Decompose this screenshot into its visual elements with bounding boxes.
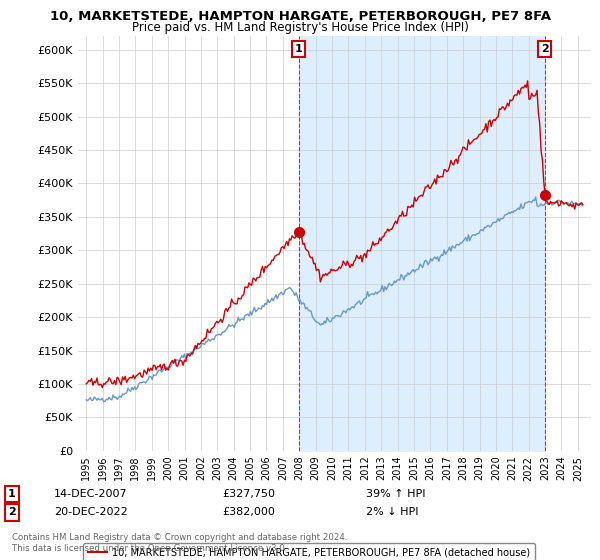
Text: 1: 1 [8,489,16,499]
Text: 1: 1 [295,44,302,54]
Text: 14-DEC-2007: 14-DEC-2007 [54,489,128,499]
Text: £327,750: £327,750 [222,489,275,499]
Text: 2% ↓ HPI: 2% ↓ HPI [366,507,419,517]
Text: 20-DEC-2022: 20-DEC-2022 [54,507,128,517]
Text: Price paid vs. HM Land Registry's House Price Index (HPI): Price paid vs. HM Land Registry's House … [131,21,469,34]
Legend: 10, MARKETSTEDE, HAMPTON HARGATE, PETERBOROUGH, PE7 8FA (detached house), HPI: A: 10, MARKETSTEDE, HAMPTON HARGATE, PETERB… [83,543,535,560]
Text: 2: 2 [8,507,16,517]
Text: Contains HM Land Registry data © Crown copyright and database right 2024.
This d: Contains HM Land Registry data © Crown c… [12,533,347,553]
Text: 39% ↑ HPI: 39% ↑ HPI [366,489,425,499]
Text: 2: 2 [541,44,548,54]
Text: £382,000: £382,000 [222,507,275,517]
Text: 10, MARKETSTEDE, HAMPTON HARGATE, PETERBOROUGH, PE7 8FA: 10, MARKETSTEDE, HAMPTON HARGATE, PETERB… [49,10,551,23]
